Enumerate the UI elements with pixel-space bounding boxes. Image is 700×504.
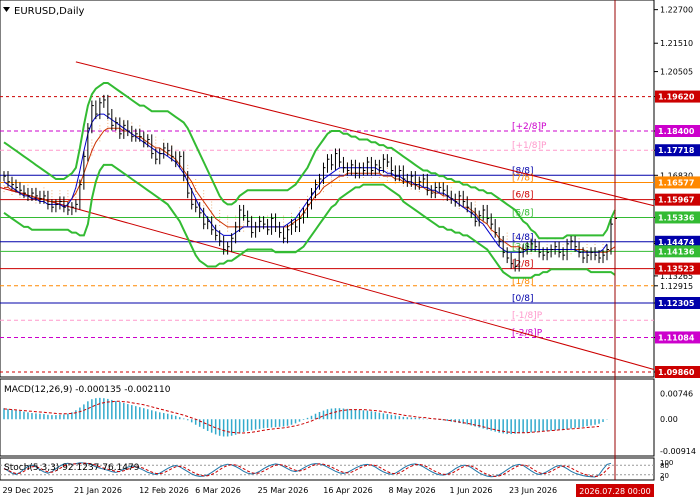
price-tick-label: 1.21510 [660,39,693,48]
channel-lower-line [0,186,655,370]
murrey-level-label: [-2/8]P [512,328,543,338]
murrey-level-label: [8/8] [512,166,534,176]
stoch-main-series [3,462,612,478]
price-level-badge-label: 1.12305 [658,299,695,308]
date-tick-label: 8 May 2026 [388,486,435,495]
price-tick-label: 1.22700 [660,6,693,15]
date-tick-label: 6 Mar 2026 [195,486,241,495]
price-level-badge [655,262,700,275]
price-level-badge [655,331,700,344]
price-level-badge-label: 1.14136 [658,247,695,256]
price-level-badge [655,211,700,224]
murrey-level-label: [5/8] [512,208,534,218]
price-tick-label: 1.12915 [660,282,693,291]
price-level-badge [655,235,700,248]
stoch-tick-label: 100 [660,459,673,467]
channel-upper-line [75,61,655,207]
axis-layer: 1.22700 1.21510 1.20505 1.19620 1.18400 1.177… [2,6,700,497]
murrey-level-label: [1/8] [512,277,534,287]
date-tick-label: 29 Dec 2025 [2,486,53,495]
macd-tick-label: 0.00 [660,415,678,424]
stoch-layer [0,462,654,478]
price-level-badge-label: 1.15967 [658,196,694,205]
price-tick-label: 1.16830 [660,171,693,180]
price-level-badge-label: 1.18400 [658,127,695,136]
stoch-tick-label: 80 [660,462,669,470]
price-level-badge-label: 1.14474 [658,238,695,247]
price-level-badge [655,90,700,103]
main-panel-frame [0,0,655,378]
stoch-signal-series [3,462,612,477]
price-level-badge [655,144,700,157]
price-level-badge-label: 1.17718 [658,146,695,155]
price-level-badge [655,297,700,309]
bollinger-upper-series [3,82,616,240]
stoch-tick-label: 0 [660,475,664,483]
murrey-level-label: [-1/8]P [512,311,543,321]
cursor-date-badge [576,484,654,497]
murrey-level-label: [+2/8]P [512,122,547,132]
price-tick-label: 1.20505 [660,68,693,77]
price-tick-label: 1.13265 [660,272,693,281]
price-level-badge-label: 1.16577 [658,178,694,187]
macd-tick-label: -0.00914 [660,447,696,456]
murrey-levels-layer: [+2/8]P [+1/8]P [8/8][7/8] [6/8] [5/8] [4/8] [… [0,96,654,373]
murrey-level-label: [2/8] [512,260,534,270]
cursor-date-label: 2026.07.28 00:00 [579,487,650,496]
macd-signal-series [3,400,600,434]
trend-channel-layer [0,61,655,370]
bollinger-lower-series [3,163,616,279]
murrey-level-label: [+1/8]P [512,141,547,151]
price-level-badge [655,245,700,258]
stoch-tick-label: 20 [660,472,669,480]
stoch-label: Stoch(5,3,3) 92.1237 76.1479 [4,463,140,473]
stoch-panel-frame [0,457,655,481]
price-level-badge-label: 1.11084 [658,333,695,342]
murrey-level-label: [4/8] [512,233,534,243]
macd-layer [3,397,608,437]
symbol-triangle-icon [3,7,10,12]
price-layer [3,94,617,272]
date-tick-label: 12 Feb 2026 [139,486,189,495]
murrey-level-label: [6/8] [512,191,534,201]
price-level-badge-label: 1.13523 [658,265,694,274]
murrey-level-label: [7/8] [512,173,534,183]
date-tick-label: 1 Jun 2026 [449,486,492,495]
macd-tick-label: 0.00746 [660,390,693,399]
price-level-badge-label: 1.15336 [658,213,695,222]
ma-fast-series [3,113,608,253]
price-level-badge-label: 1.09860 [658,368,695,377]
macd-label: MACD(12,26,9) -0.000135 -0.002110 [4,385,171,395]
symbol-label: EURUSD,Daily [14,6,85,17]
date-tick-label: 16 Apr 2026 [323,486,372,495]
date-tick-label: 25 Mar 2026 [258,486,309,495]
price-level-badge [655,366,700,378]
date-tick-label: 23 Jun 2026 [509,486,557,495]
price-level-badge [655,124,700,137]
murrey-level-label: [0/8] [512,294,534,304]
price-level-badge [655,176,700,189]
date-tick-label: 21 Jan 2026 [74,486,122,495]
price-level-badge-label: 1.19620 [658,93,695,102]
price-level-badge [655,193,700,206]
